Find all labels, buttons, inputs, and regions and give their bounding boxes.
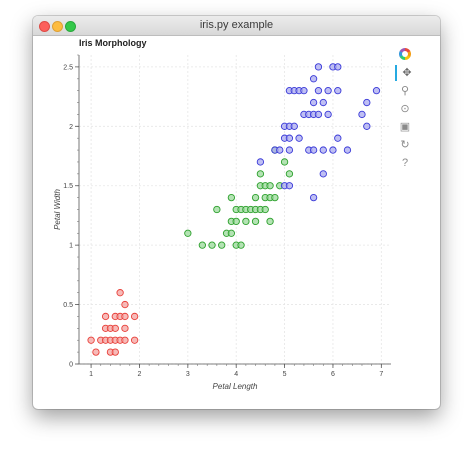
y-tick-label: 1.5 [63, 183, 73, 190]
data-point [358, 110, 366, 119]
data-point [121, 312, 129, 321]
data-point [314, 63, 323, 71]
pan-tool-icon[interactable]: ✥ [395, 65, 417, 81]
x-tick-label: 2 [138, 371, 142, 378]
x-axis-label: Petal Length [213, 382, 258, 391]
data-point [227, 193, 236, 202]
data-point [232, 217, 240, 226]
data-point [266, 182, 274, 190]
data-point [261, 205, 269, 214]
data-point [290, 122, 298, 130]
data-point [329, 146, 337, 154]
data-point [334, 63, 342, 71]
y-axis-label: Petal Width [53, 189, 62, 230]
data-point [251, 193, 260, 202]
data-point [309, 193, 318, 202]
data-point [256, 158, 265, 166]
data-point [334, 87, 342, 95]
data-point [309, 146, 318, 154]
y-tick-label: 2.5 [63, 64, 73, 71]
data-point [285, 182, 294, 190]
data-point [319, 146, 327, 154]
data-point [319, 170, 327, 178]
x-tick-label: 4 [234, 371, 238, 378]
app-window: iris.py example Iris Morphology 1 2 3 4 5 6 7 0… [33, 16, 440, 409]
data-point [213, 205, 221, 214]
wheel-zoom-tool-icon[interactable]: ⊙ [400, 103, 410, 115]
x-tick-label: 7 [379, 371, 383, 378]
box-zoom-tool-icon[interactable]: ⚲ [400, 85, 410, 97]
data-point [101, 312, 110, 321]
data-point [208, 241, 216, 249]
data-point [372, 87, 381, 95]
window-title: iris.py example [199, 19, 274, 31]
data-point [121, 324, 129, 332]
data-point [334, 134, 342, 142]
data-point [87, 336, 95, 344]
data-point [237, 241, 245, 249]
data-point [256, 170, 265, 178]
reset-tool-icon[interactable]: ↻ [400, 139, 410, 151]
data-point [309, 98, 318, 107]
minimize-window-button[interactable] [52, 21, 63, 32]
data-point [130, 312, 139, 321]
data-point [295, 134, 303, 142]
data-point [121, 336, 129, 344]
close-window-button[interactable] [39, 21, 50, 32]
data-point [280, 158, 289, 166]
data-point [218, 241, 226, 249]
data-point [198, 241, 206, 249]
save-tool-icon[interactable]: ▣ [399, 121, 411, 133]
data-point [324, 110, 332, 119]
data-point [111, 324, 119, 332]
data-point [121, 300, 129, 309]
data-point [363, 122, 371, 130]
data-point [285, 170, 294, 178]
data-point [300, 87, 308, 95]
y-tick-label: 0 [69, 362, 73, 369]
data-point [227, 229, 236, 237]
x-tick-label: 6 [331, 371, 335, 378]
help-tool-icon[interactable]: ? [401, 157, 409, 169]
data-point [363, 98, 371, 107]
y-tick-label: 0.5 [63, 302, 73, 309]
y-tick-label: 1 [69, 243, 73, 250]
data-point [242, 217, 250, 226]
data-point [314, 110, 323, 119]
bokeh-logo-icon[interactable] [399, 48, 411, 60]
data-point [285, 146, 294, 154]
data-point [111, 348, 119, 356]
y-tick-label: 2 [69, 124, 73, 131]
data-point [324, 87, 332, 95]
scatter-plot[interactable]: 1 2 3 4 5 6 7 0 0.5 1 1.5 2 2.5 Petal Length Petal Wid… [33, 16, 440, 409]
data-point [314, 87, 323, 95]
data-point [271, 193, 279, 202]
data-point [276, 146, 284, 154]
data-point [343, 146, 352, 154]
x-tick-label: 5 [283, 371, 287, 378]
data-point [116, 289, 124, 297]
title-bar[interactable]: iris.py example [33, 16, 440, 36]
data-point [184, 229, 192, 237]
data-point [130, 336, 139, 344]
plot-title: Iris Morphology [79, 38, 147, 48]
data-point [285, 134, 294, 142]
x-tick-label: 3 [186, 371, 190, 378]
data-point [266, 217, 274, 226]
x-tick-label: 1 [89, 371, 93, 378]
data-point [251, 217, 260, 226]
data-point [309, 75, 318, 83]
data-point [92, 348, 100, 356]
zoom-window-button[interactable] [65, 21, 76, 32]
data-point [319, 98, 327, 107]
